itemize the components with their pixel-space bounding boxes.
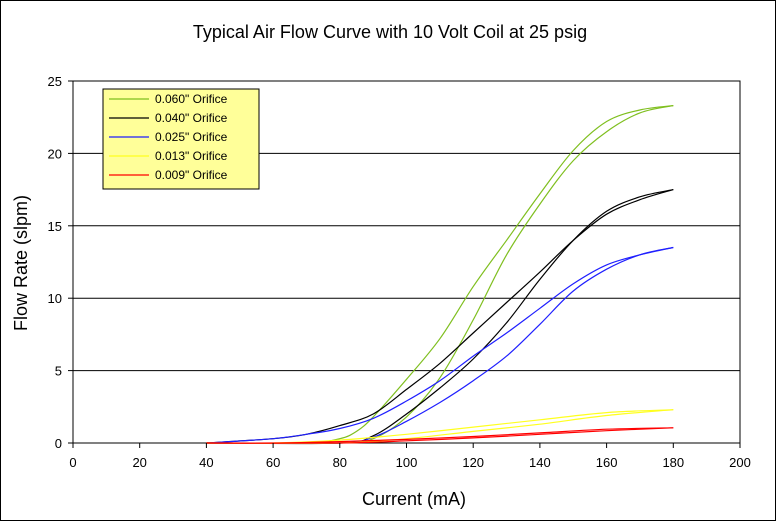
series-2-decreasing-line: [206, 246, 674, 444]
series-0-decreasing-line: [206, 105, 674, 444]
x-tick-label: 100: [396, 455, 418, 470]
x-tick-label: 120: [462, 455, 484, 470]
legend-label: 0.013" Orifice: [155, 149, 228, 163]
x-tick-label: 60: [266, 455, 280, 470]
x-tick-label: 80: [333, 455, 347, 470]
series-1-increasing-line: [206, 189, 674, 445]
series-lines: [206, 105, 674, 445]
y-tick-label: 25: [48, 74, 62, 89]
legend-label: 0.040" Orifice: [155, 111, 228, 125]
y-axis-title: Flow Rate (slpm): [11, 195, 31, 331]
y-tick-label: 0: [55, 436, 62, 451]
series-4-increasing-line: [206, 427, 674, 444]
x-tick-label: 40: [199, 455, 213, 470]
x-tick-label: 180: [662, 455, 684, 470]
x-tick-label: 200: [729, 455, 751, 470]
legend-label: 0.025" Orifice: [155, 130, 228, 144]
axis-ticks: 0 5 10 15 20 25 0 20 40 60 80 100 120 140 160 180 200: [48, 74, 751, 470]
series-0-increasing-line: [206, 105, 674, 444]
legend-label: 0.060" Orifice: [155, 92, 228, 106]
y-tick-label: 10: [48, 291, 62, 306]
legend-box: [102, 88, 260, 190]
x-tick-label: 0: [69, 455, 76, 470]
series-1-decreasing-line: [206, 189, 674, 444]
x-tick-label: 140: [529, 455, 551, 470]
series-4-decreasing-line: [206, 427, 674, 444]
series-2-increasing-line: [206, 246, 674, 445]
y-tick-label: 5: [55, 364, 62, 379]
legend-label: 0.009" Orifice: [155, 168, 228, 182]
legend: 0.060" Orifice 0.040" Orifice 0.025" Orifi…: [102, 88, 260, 190]
x-tick-label: 20: [132, 455, 146, 470]
x-axis-title: Current (mA): [362, 489, 466, 509]
y-tick-label: 15: [48, 219, 62, 234]
x-tick-label: 160: [596, 455, 618, 470]
chart-title: Typical Air Flow Curve with 10 Volt Coil…: [193, 22, 587, 42]
y-tick-label: 20: [48, 146, 62, 161]
gridlines: [73, 152, 740, 372]
